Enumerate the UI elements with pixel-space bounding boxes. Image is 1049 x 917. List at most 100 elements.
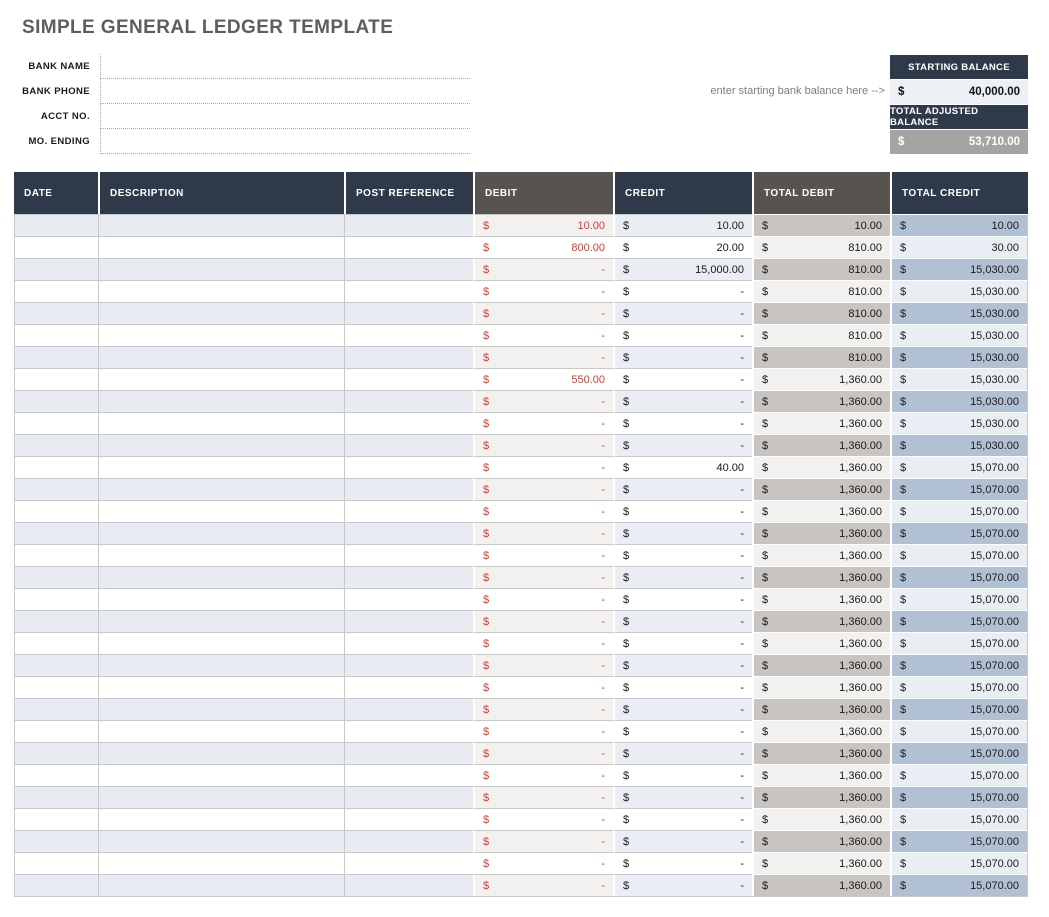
cell-date[interactable] (14, 258, 98, 280)
cell-total-credit[interactable]: $ 15,030.00 (890, 412, 1028, 434)
cell-credit[interactable]: $ - (613, 654, 752, 676)
cell-post-reference[interactable] (344, 500, 473, 522)
cell-date[interactable] (14, 632, 98, 654)
cell-debit[interactable]: $ - (473, 346, 613, 368)
acct-no-field[interactable] (100, 104, 470, 129)
cell-credit[interactable]: $ 10.00 (613, 214, 752, 236)
mo-ending-field[interactable] (100, 129, 470, 154)
cell-post-reference[interactable] (344, 588, 473, 610)
cell-date[interactable] (14, 456, 98, 478)
cell-description[interactable] (98, 390, 344, 412)
cell-debit[interactable]: $ - (473, 522, 613, 544)
cell-total-credit[interactable]: $ 15,070.00 (890, 632, 1028, 654)
bank-phone-field[interactable] (100, 79, 470, 104)
cell-post-reference[interactable] (344, 236, 473, 258)
cell-date[interactable] (14, 852, 98, 874)
cell-total-debit[interactable]: $ 1,360.00 (752, 412, 890, 434)
cell-total-credit[interactable]: $ 15,030.00 (890, 390, 1028, 412)
cell-description[interactable] (98, 324, 344, 346)
cell-date[interactable] (14, 236, 98, 258)
cell-date[interactable] (14, 830, 98, 852)
cell-credit[interactable]: $ - (613, 368, 752, 390)
cell-total-debit[interactable]: $ 810.00 (752, 346, 890, 368)
cell-debit[interactable]: $ 550.00 (473, 368, 613, 390)
cell-debit[interactable]: $ - (473, 500, 613, 522)
cell-description[interactable] (98, 368, 344, 390)
cell-total-debit[interactable]: $ 1,360.00 (752, 632, 890, 654)
cell-description[interactable] (98, 654, 344, 676)
cell-debit[interactable]: $ - (473, 390, 613, 412)
cell-debit[interactable]: $ - (473, 808, 613, 830)
cell-credit[interactable]: $ - (613, 324, 752, 346)
cell-credit[interactable]: $ - (613, 302, 752, 324)
cell-description[interactable] (98, 852, 344, 874)
cell-debit[interactable]: $ - (473, 874, 613, 896)
cell-post-reference[interactable] (344, 566, 473, 588)
cell-description[interactable] (98, 544, 344, 566)
cell-total-debit[interactable]: $ 1,360.00 (752, 456, 890, 478)
cell-total-credit[interactable]: $ 15,070.00 (890, 808, 1028, 830)
cell-description[interactable] (98, 698, 344, 720)
cell-total-credit[interactable]: $ 15,070.00 (890, 698, 1028, 720)
cell-debit[interactable]: $ 800.00 (473, 236, 613, 258)
cell-description[interactable] (98, 500, 344, 522)
cell-credit[interactable]: $ - (613, 566, 752, 588)
cell-total-debit[interactable]: $ 810.00 (752, 280, 890, 302)
cell-date[interactable] (14, 434, 98, 456)
cell-credit[interactable]: $ - (613, 632, 752, 654)
cell-description[interactable] (98, 830, 344, 852)
cell-total-debit[interactable]: $ 1,360.00 (752, 720, 890, 742)
cell-debit[interactable]: $ - (473, 412, 613, 434)
cell-date[interactable] (14, 280, 98, 302)
cell-description[interactable] (98, 434, 344, 456)
cell-credit[interactable]: $ - (613, 698, 752, 720)
cell-date[interactable] (14, 720, 98, 742)
cell-debit[interactable]: $ - (473, 544, 613, 566)
cell-total-credit[interactable]: $ 15,030.00 (890, 368, 1028, 390)
cell-post-reference[interactable] (344, 676, 473, 698)
cell-date[interactable] (14, 522, 98, 544)
cell-credit[interactable]: $ - (613, 346, 752, 368)
cell-post-reference[interactable] (344, 852, 473, 874)
cell-total-credit[interactable]: $ 10.00 (890, 214, 1028, 236)
cell-total-credit[interactable]: $ 15,070.00 (890, 874, 1028, 896)
cell-debit[interactable]: $ - (473, 742, 613, 764)
cell-description[interactable] (98, 720, 344, 742)
cell-total-debit[interactable]: $ 1,360.00 (752, 434, 890, 456)
cell-date[interactable] (14, 324, 98, 346)
cell-post-reference[interactable] (344, 742, 473, 764)
cell-post-reference[interactable] (344, 390, 473, 412)
cell-credit[interactable]: $ - (613, 522, 752, 544)
cell-total-credit[interactable]: $ 15,070.00 (890, 544, 1028, 566)
cell-description[interactable] (98, 610, 344, 632)
cell-date[interactable] (14, 764, 98, 786)
cell-date[interactable] (14, 500, 98, 522)
cell-post-reference[interactable] (344, 412, 473, 434)
cell-debit[interactable]: $ - (473, 676, 613, 698)
cell-debit[interactable]: $ - (473, 302, 613, 324)
cell-post-reference[interactable] (344, 324, 473, 346)
cell-description[interactable] (98, 874, 344, 896)
cell-date[interactable] (14, 786, 98, 808)
cell-date[interactable] (14, 214, 98, 236)
cell-date[interactable] (14, 390, 98, 412)
cell-description[interactable] (98, 280, 344, 302)
cell-credit[interactable]: $ - (613, 390, 752, 412)
cell-total-debit[interactable]: $ 1,360.00 (752, 566, 890, 588)
cell-date[interactable] (14, 654, 98, 676)
cell-total-debit[interactable]: $ 1,360.00 (752, 368, 890, 390)
cell-total-credit[interactable]: $ 15,030.00 (890, 434, 1028, 456)
cell-credit[interactable]: $ - (613, 434, 752, 456)
cell-credit[interactable]: $ - (613, 610, 752, 632)
cell-credit[interactable]: $ 20.00 (613, 236, 752, 258)
cell-post-reference[interactable] (344, 654, 473, 676)
cell-debit[interactable]: $ - (473, 478, 613, 500)
cell-post-reference[interactable] (344, 434, 473, 456)
cell-debit[interactable]: $ - (473, 324, 613, 346)
cell-description[interactable] (98, 786, 344, 808)
cell-post-reference[interactable] (344, 280, 473, 302)
cell-description[interactable] (98, 588, 344, 610)
cell-total-debit[interactable]: $ 1,360.00 (752, 742, 890, 764)
cell-debit[interactable]: $ - (473, 588, 613, 610)
cell-total-debit[interactable]: $ 1,360.00 (752, 390, 890, 412)
